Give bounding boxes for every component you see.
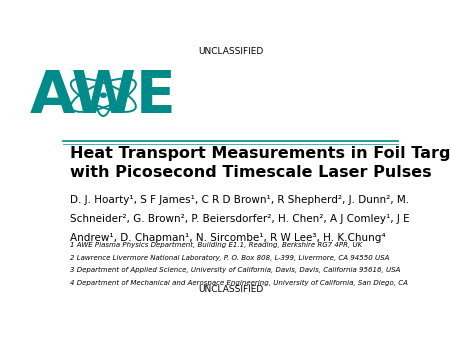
Text: 1 AWE Plasma Physics Department, Building E1.1, Reading, Berkshire RG7 4PR, UK: 1 AWE Plasma Physics Department, Buildin… xyxy=(70,242,362,248)
Circle shape xyxy=(100,93,106,97)
Text: D. J. Hoarty¹, S F James¹, C R D Brown¹, R Shepherd², J. Dunn², M.: D. J. Hoarty¹, S F James¹, C R D Brown¹,… xyxy=(70,195,410,206)
Text: Andrew¹, D. Chapman¹, N. Sircombe¹, R W Lee³, H. K.Chung⁴: Andrew¹, D. Chapman¹, N. Sircombe¹, R W … xyxy=(70,233,386,243)
Text: AWE: AWE xyxy=(30,68,177,125)
Text: Heat Transport Measurements in Foil Targets Irradiated
with Picosecond Timescale: Heat Transport Measurements in Foil Targ… xyxy=(70,146,450,180)
Text: Schneider², G. Brown², P. Beiersdorfer², H. Chen², A J Comley¹, J E: Schneider², G. Brown², P. Beiersdorfer²,… xyxy=(70,214,410,224)
Text: UNCLASSIFIED: UNCLASSIFIED xyxy=(198,285,263,293)
Text: 4 Department of Mechanical and Aerospace Engineering, University of California, : 4 Department of Mechanical and Aerospace… xyxy=(70,280,408,286)
Text: 3 Department of Applied Science, University of California, Davis, Davis, Califor: 3 Department of Applied Science, Univers… xyxy=(70,267,400,273)
Text: UNCLASSIFIED: UNCLASSIFIED xyxy=(198,47,263,56)
Text: 2 Lawrence Livermore National Laboratory, P. O. Box 808, L-399, Livermore, CA 94: 2 Lawrence Livermore National Laboratory… xyxy=(70,255,390,261)
